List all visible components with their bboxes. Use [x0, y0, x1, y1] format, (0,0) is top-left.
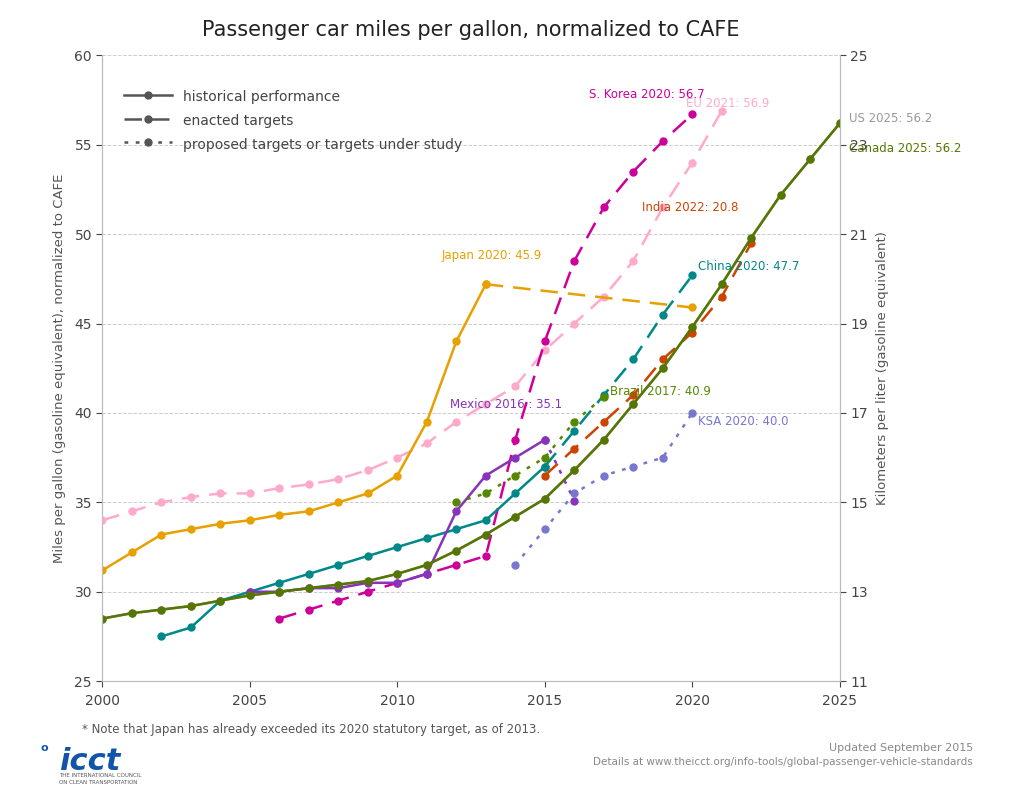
Text: THE INTERNATIONAL COUNCIL: THE INTERNATIONAL COUNCIL [59, 773, 141, 779]
Y-axis label: Kilometers per liter (gasoline equivalent): Kilometers per liter (gasoline equivalen… [877, 231, 889, 505]
Text: * Note that Japan has already exceeded its 2020 statutory target, as of 2013.: * Note that Japan has already exceeded i… [82, 722, 540, 736]
Text: EU 2021: 56.9: EU 2021: 56.9 [686, 97, 770, 110]
Text: icct: icct [59, 748, 121, 776]
Text: Brazil 2017: 40.9: Brazil 2017: 40.9 [609, 385, 711, 398]
Text: India 2022: 20.8: India 2022: 20.8 [642, 201, 738, 214]
Text: China 2020: 47.7: China 2020: 47.7 [698, 260, 800, 273]
Text: Japan 2020: 45.9: Japan 2020: 45.9 [441, 249, 542, 262]
Text: KSA 2020: 40.0: KSA 2020: 40.0 [698, 416, 788, 428]
Legend: historical performance, enacted targets, proposed targets or targets under study: historical performance, enacted targets,… [117, 81, 470, 160]
Text: o: o [41, 743, 48, 753]
Text: Details at www.theicct.org/info-tools/global-passenger-vehicle-standards: Details at www.theicct.org/info-tools/gl… [593, 757, 973, 767]
Y-axis label: Miles per gallon (gasoline equivalent), normalized to CAFE: Miles per gallon (gasoline equivalent), … [53, 173, 66, 563]
Text: Canada 2025: 56.2: Canada 2025: 56.2 [849, 142, 961, 155]
Title: Passenger car miles per gallon, normalized to CAFE: Passenger car miles per gallon, normaliz… [203, 20, 739, 40]
Text: Mexico 2016 : 35.1: Mexico 2016 : 35.1 [451, 398, 562, 410]
Text: ON CLEAN TRANSPORTATION: ON CLEAN TRANSPORTATION [59, 780, 138, 785]
Text: S. Korea 2020: 56.7: S. Korea 2020: 56.7 [589, 88, 705, 101]
Text: Updated September 2015: Updated September 2015 [828, 743, 973, 753]
Text: US 2025: 56.2: US 2025: 56.2 [849, 112, 932, 124]
